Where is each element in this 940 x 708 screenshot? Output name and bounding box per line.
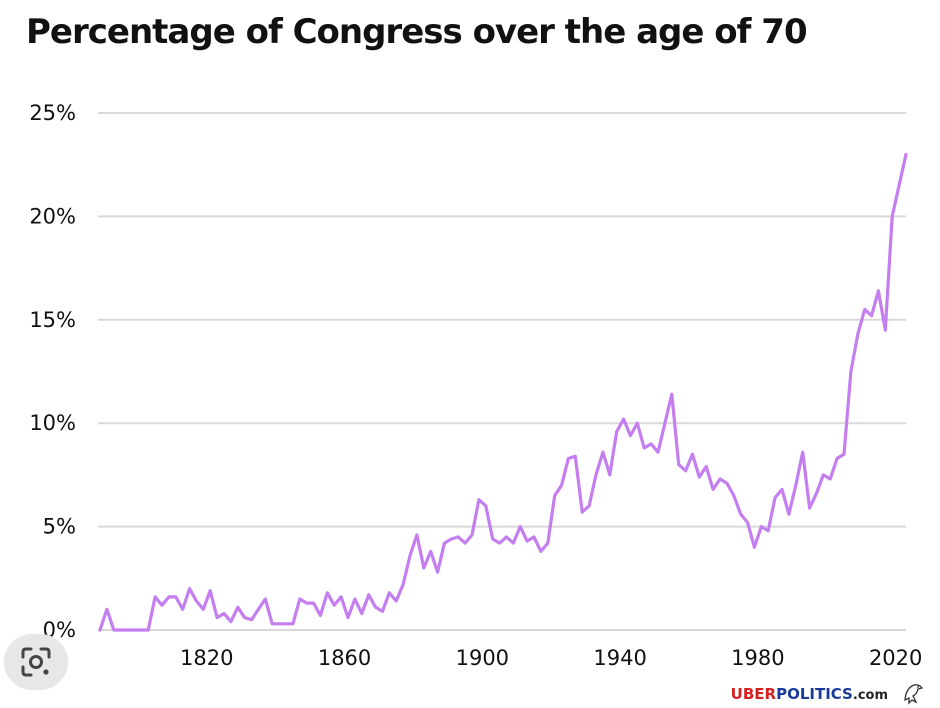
watermark-part-uber: UBER [730, 685, 777, 703]
eagle-logo-icon [904, 684, 924, 705]
chart-title: Percentage of Congress over the age of 7… [26, 12, 808, 52]
site-watermark: UBERPOLITICS.com [731, 685, 888, 703]
y-tick-label: 10% [29, 411, 76, 435]
series-line-0 [98, 152, 908, 632]
watermark-part-politics: POLITICS [776, 685, 853, 703]
y-tick-label: 25% [29, 101, 76, 125]
y-tick-label: 15% [29, 308, 76, 332]
google-lens-icon[interactable] [4, 634, 68, 690]
y-tick-label: 20% [29, 204, 76, 228]
x-tick-label: 1980 [731, 646, 784, 670]
x-tick-label: 1900 [456, 646, 509, 670]
y-tick-label: 5% [43, 515, 76, 539]
x-tick-label: 1820 [180, 646, 233, 670]
x-tick-label: 1860 [318, 646, 371, 670]
x-tick-label: 2020 [869, 646, 922, 670]
x-tick-label: 1940 [593, 646, 646, 670]
watermark-part-domain: .com [852, 688, 888, 703]
